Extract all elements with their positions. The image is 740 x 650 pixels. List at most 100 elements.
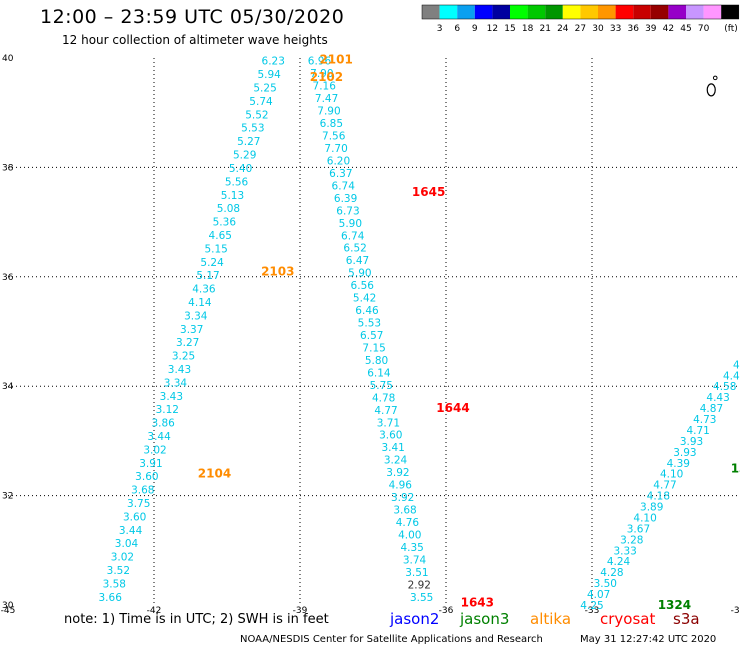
altika-pass-time: 2102 bbox=[310, 70, 343, 84]
color-scale-label: 33 bbox=[610, 24, 621, 34]
cryosat-track-value: 6.14 bbox=[367, 367, 391, 379]
marker-o-icon bbox=[706, 83, 716, 97]
cryosat-track-value: 3.92 bbox=[386, 467, 409, 479]
lon-tick-label: -42 bbox=[147, 606, 162, 616]
color-scale-label: 21 bbox=[539, 24, 550, 34]
altika-track-value: 6.23 bbox=[262, 56, 285, 68]
cryosat-track-value: 3.68 bbox=[393, 505, 416, 517]
color-scale: 3 6 9 12 15 18 21 24 27 30 33 36 39 42 45 70 (ft) bbox=[421, 4, 740, 34]
cryosat-track-value: 5.42 bbox=[353, 293, 376, 305]
color-scale-swatch bbox=[633, 5, 651, 19]
altika-track-value: 3.34 bbox=[184, 310, 208, 322]
color-scale-label: 39 bbox=[645, 24, 657, 34]
cryosat-pass-time: 1643 bbox=[461, 595, 494, 609]
altika-track-value: 5.29 bbox=[233, 150, 256, 162]
color-scale-swatch bbox=[422, 5, 440, 19]
color-scale-swatch bbox=[703, 5, 722, 19]
jason3-track-value: 3.89 bbox=[640, 502, 663, 514]
cryosat-track-value: 4.77 bbox=[374, 405, 397, 417]
lon-tick-label: -45 bbox=[1, 606, 16, 616]
jason3-track-value: 4.10 bbox=[660, 469, 683, 481]
color-scale-label: 18 bbox=[522, 24, 534, 34]
cryosat-pass-time: 1644 bbox=[436, 401, 469, 415]
color-scale-label: 70 bbox=[698, 24, 710, 34]
jason3-track-value: 4.10 bbox=[633, 512, 656, 524]
map-subtitle: 12 hour collection of altimeter wave hei… bbox=[62, 33, 328, 47]
altika-track-value: 5.25 bbox=[253, 83, 276, 95]
color-scale-label: 30 bbox=[592, 24, 604, 34]
lon-tick-label: -33 bbox=[585, 606, 600, 616]
altika-pass-time: 2101 bbox=[319, 53, 352, 67]
altika-track-value: 5.52 bbox=[245, 109, 268, 121]
color-scale-swatch bbox=[686, 5, 704, 19]
color-scale-swatch bbox=[545, 5, 563, 19]
jason3-pass-time: 132 bbox=[731, 461, 740, 475]
cryosat-track-value: 7.90 bbox=[310, 68, 333, 80]
cryosat-track-value: 6.74 bbox=[341, 230, 365, 242]
jason3-track-value: 4.39 bbox=[667, 458, 690, 470]
jason3-track-value: 4.43 bbox=[706, 392, 729, 404]
cryosat-track-value: 5.53 bbox=[358, 318, 381, 330]
note-text: note: 1) Time is in UTC; 2) SWH is in fe… bbox=[64, 612, 329, 627]
legend-jason3: jason3 bbox=[460, 610, 510, 628]
color-scale-swatch bbox=[650, 5, 669, 19]
altika-track-value: 5.94 bbox=[257, 69, 281, 81]
jason3-track-value: 4.18 bbox=[647, 491, 670, 503]
lon-tick-label: -30 bbox=[731, 606, 740, 616]
legend-cryosat: cryosat bbox=[600, 610, 656, 628]
jason3-track-value: 3.93 bbox=[680, 436, 703, 448]
altika-track-value: 5.13 bbox=[221, 190, 244, 202]
altika-track-value: 3.68 bbox=[131, 485, 154, 497]
lat-tick-label: 32 bbox=[2, 492, 13, 502]
color-scale-label: 9 bbox=[472, 24, 478, 34]
altika-track-value: 3.60 bbox=[123, 511, 146, 523]
cryosat-track-value: 6.85 bbox=[320, 118, 343, 130]
altika-track-value: 3.86 bbox=[151, 418, 175, 430]
cryosat-track-value: 3.92 bbox=[391, 492, 414, 504]
cryosat-track-value: 3.41 bbox=[381, 442, 404, 454]
jason3-track-value: 4.87 bbox=[700, 403, 723, 415]
cryosat-track-value: 5.90 bbox=[348, 268, 371, 280]
color-scale-swatch bbox=[474, 5, 493, 19]
cryosat-track-value: 3.71 bbox=[377, 417, 400, 429]
color-scale-label: 45 bbox=[680, 24, 691, 34]
cryosat-track-value: 7.70 bbox=[324, 143, 347, 155]
altika-track-value: 5.56 bbox=[225, 176, 249, 188]
jason3-track-value: 3.28 bbox=[620, 534, 643, 546]
altika-track-value: 5.15 bbox=[204, 243, 227, 255]
color-scale-swatch bbox=[668, 5, 686, 19]
altika-track-value: 5.24 bbox=[200, 257, 224, 269]
cryosat-track-value: 4.96 bbox=[389, 480, 413, 492]
altika-track-value: 3.12 bbox=[156, 404, 179, 416]
cryosat-track-value: 6.47 bbox=[346, 255, 369, 267]
color-scale-unit: (ft) bbox=[724, 24, 738, 34]
jason3-track-value: 3.67 bbox=[627, 523, 650, 535]
cryosat-track-value: 4.76 bbox=[396, 517, 420, 529]
color-scale-swatch bbox=[457, 5, 475, 19]
cryosat-track-value: 5.90 bbox=[339, 218, 362, 230]
jason3-track-value: 4.28 bbox=[600, 567, 623, 579]
altika-track-value: 3.02 bbox=[111, 552, 134, 564]
legend-jason2: jason2 bbox=[390, 610, 440, 628]
altika-track-value: 3.75 bbox=[127, 498, 150, 510]
color-scale-label: 42 bbox=[663, 24, 674, 34]
cryosat-track-value: 7.16 bbox=[313, 81, 337, 93]
lat-tick-label: 38 bbox=[2, 163, 14, 173]
altika-track-value: 5.40 bbox=[229, 163, 252, 175]
cryosat-pass-time: 1645 bbox=[412, 185, 445, 199]
jason3-track-value: 4.25 bbox=[580, 600, 603, 612]
altika-track-value: 3.60 bbox=[135, 471, 158, 483]
altika-track-value: 3.34 bbox=[164, 377, 188, 389]
color-scale-label: 27 bbox=[575, 24, 586, 34]
lon-tick-label: -39 bbox=[293, 606, 308, 616]
cryosat-track-value: 4.35 bbox=[400, 542, 423, 554]
altika-pass-time: 2104 bbox=[198, 467, 231, 481]
jason3-track-value: 4.07 bbox=[587, 589, 610, 601]
cryosat-track-value: 6.57 bbox=[360, 330, 383, 342]
altika-track-value: 4.65 bbox=[209, 230, 232, 242]
footer-timestamp: May 31 12:27:42 UTC 2020 bbox=[580, 634, 717, 645]
jason3-track-value: 4.24 bbox=[607, 556, 631, 568]
altika-track-value: 3.04 bbox=[115, 538, 139, 550]
jason3-track-value: 4.73 bbox=[693, 414, 716, 426]
